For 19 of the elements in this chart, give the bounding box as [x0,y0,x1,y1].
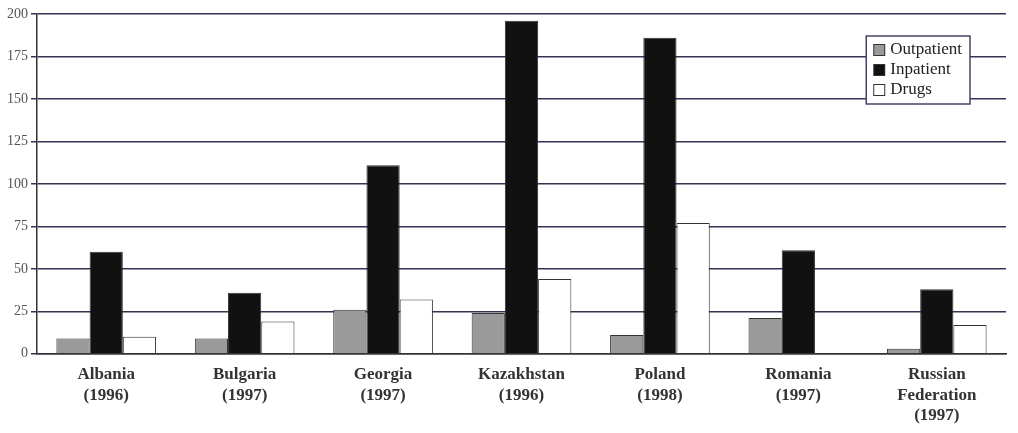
y-tick-label: 0 [21,345,28,361]
x-tick-label: Albania (1996) [77,364,136,404]
x-tick-label: Russian Federation (1997) [897,364,977,425]
y-tick-label: 200 [7,5,28,21]
y-tick-label: 175 [7,48,28,64]
y-tick-label: 150 [7,90,28,106]
legend-label: Inpatient [890,59,951,79]
legend-label: Outpatient [890,39,963,59]
legend-label: Drugs [890,79,932,99]
y-tick-label: 75 [14,218,28,234]
x-tick-label: Bulgaria (1997) [212,364,277,404]
y-tick-label: 50 [14,260,28,276]
x-tick-label: Romania (1997) [765,364,832,404]
y-tick-label: 100 [7,175,28,191]
y-tick-label: 125 [7,133,28,149]
x-tick-label: Kazakhstan (1996) [478,364,566,404]
y-tick-label: 25 [14,303,28,318]
x-tick-label: Georgia (1997) [353,364,413,404]
x-tick-label: Poland (1998) [634,364,686,404]
